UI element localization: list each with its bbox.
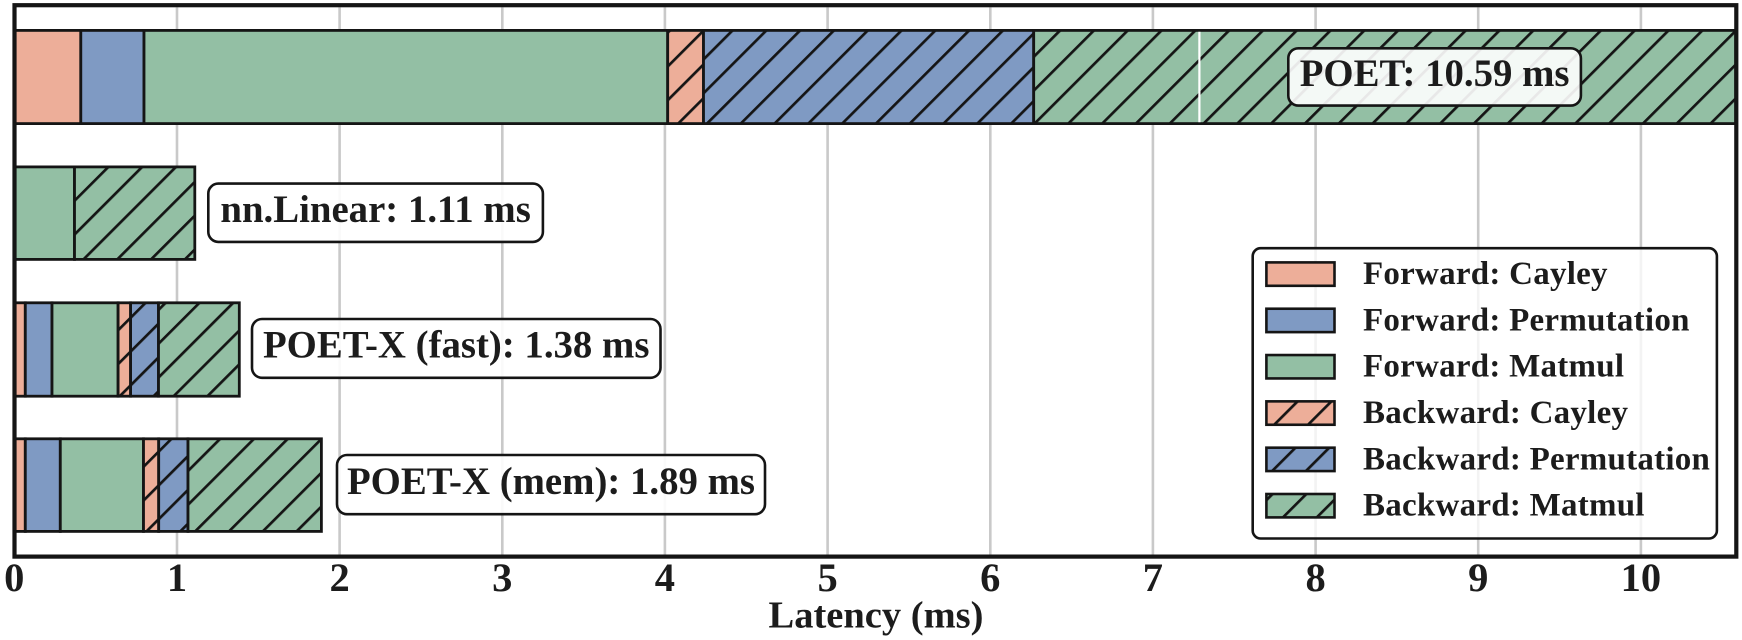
svg-text:Backward: Permutation: Backward: Permutation xyxy=(1363,441,1710,477)
svg-text:POET-X (fast): 1.38 ms: POET-X (fast): 1.38 ms xyxy=(263,324,650,367)
svg-text:Latency (ms): Latency (ms) xyxy=(769,595,984,637)
svg-text:3: 3 xyxy=(492,555,512,600)
svg-text:6: 6 xyxy=(980,555,1000,600)
svg-text:POET-X (mem): 1.89 ms: POET-X (mem): 1.89 ms xyxy=(347,460,755,503)
svg-text:0: 0 xyxy=(4,555,24,600)
svg-text:nn.Linear: 1.11 ms: nn.Linear: 1.11 ms xyxy=(220,188,530,231)
svg-text:8: 8 xyxy=(1305,555,1325,600)
svg-text:Backward: Cayley: Backward: Cayley xyxy=(1363,395,1628,431)
svg-text:1: 1 xyxy=(167,555,187,600)
svg-text:4: 4 xyxy=(655,555,675,600)
svg-text:POET: 10.59 ms: POET: 10.59 ms xyxy=(1300,52,1570,95)
svg-text:2: 2 xyxy=(329,555,349,600)
svg-text:Backward: Matmul: Backward: Matmul xyxy=(1363,488,1645,524)
svg-text:Forward: Matmul: Forward: Matmul xyxy=(1363,349,1624,385)
svg-text:9: 9 xyxy=(1468,555,1488,600)
svg-text:5: 5 xyxy=(817,555,837,600)
svg-text:Forward: Cayley: Forward: Cayley xyxy=(1363,256,1608,292)
svg-text:7: 7 xyxy=(1143,555,1163,600)
svg-text:Forward: Permutation: Forward: Permutation xyxy=(1363,302,1690,338)
svg-text:10: 10 xyxy=(1621,555,1662,600)
